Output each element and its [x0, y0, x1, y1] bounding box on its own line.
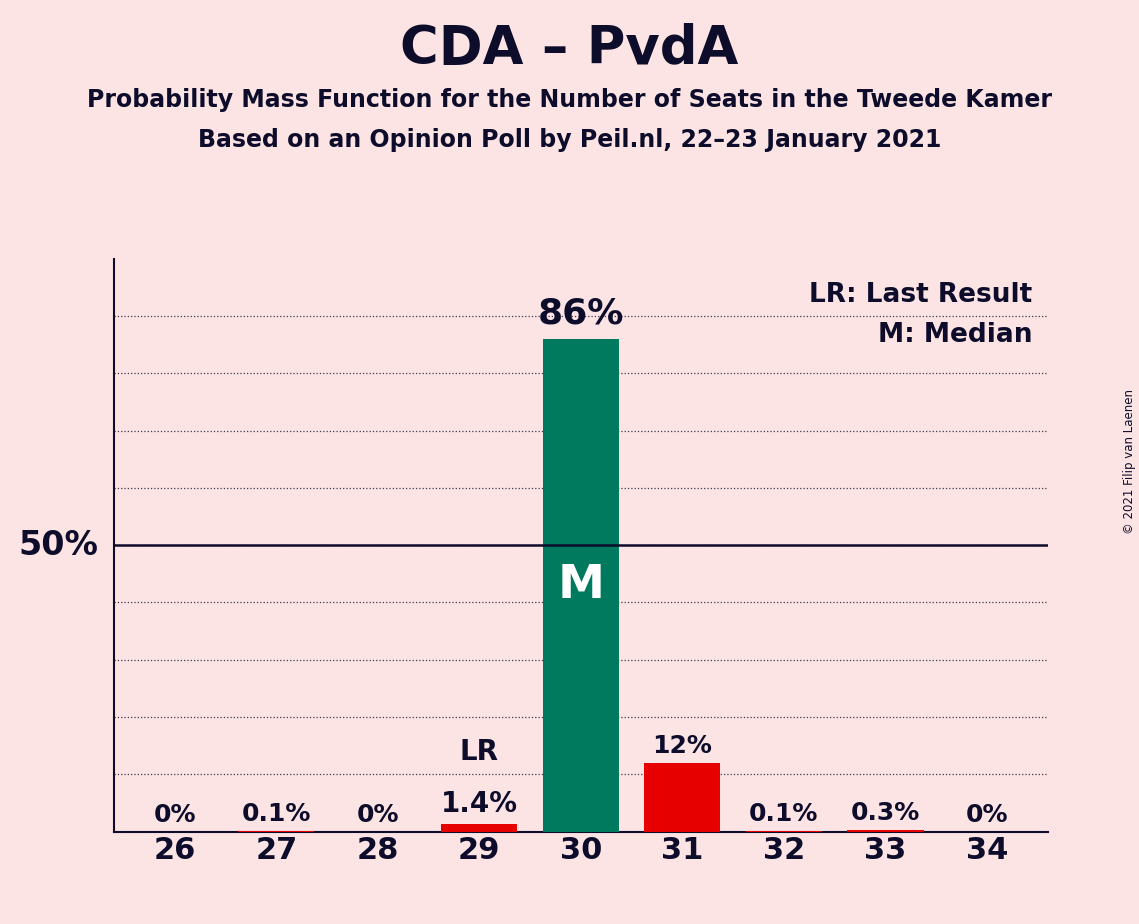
- Text: 0%: 0%: [357, 803, 399, 827]
- Text: 50%: 50%: [19, 529, 99, 562]
- Text: LR: LR: [460, 737, 499, 766]
- Text: 0.1%: 0.1%: [241, 802, 311, 826]
- Text: LR: Last Result: LR: Last Result: [810, 282, 1033, 308]
- Text: 86%: 86%: [538, 297, 624, 331]
- Bar: [441, 823, 517, 832]
- Text: 12%: 12%: [653, 735, 712, 759]
- Text: CDA – PvdA: CDA – PvdA: [400, 23, 739, 75]
- Text: M: M: [557, 563, 605, 608]
- Bar: [847, 830, 924, 832]
- Text: © 2021 Filip van Laenen: © 2021 Filip van Laenen: [1123, 390, 1137, 534]
- Text: Based on an Opinion Poll by Peil.nl, 22–23 January 2021: Based on an Opinion Poll by Peil.nl, 22–…: [198, 128, 941, 152]
- Text: 1.4%: 1.4%: [441, 790, 518, 818]
- Text: 0.1%: 0.1%: [749, 802, 819, 826]
- Text: 0.3%: 0.3%: [851, 801, 920, 825]
- Text: 0%: 0%: [154, 803, 196, 827]
- Text: 0%: 0%: [966, 803, 1008, 827]
- Text: M: Median: M: Median: [878, 322, 1033, 347]
- Text: Probability Mass Function for the Number of Seats in the Tweede Kamer: Probability Mass Function for the Number…: [87, 88, 1052, 112]
- Bar: [543, 339, 618, 832]
- Bar: [645, 763, 721, 832]
